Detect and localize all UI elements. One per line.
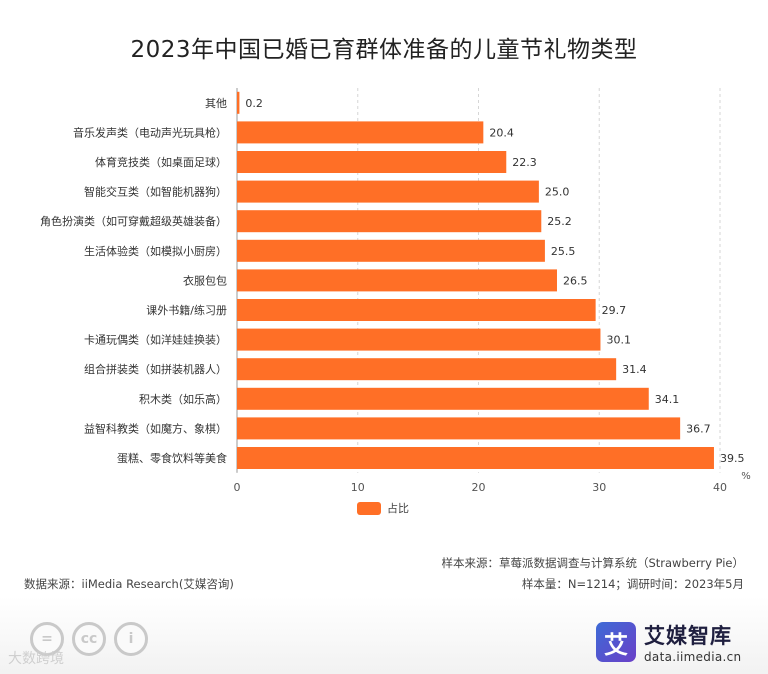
cc-icon: cc [72,622,106,656]
y-tick-label: 其他 [205,97,227,110]
x-tick-label: 40 [713,481,727,494]
sample-source: 样本来源：草莓派数据调查与计算系统（Strawberry Pie） [441,556,744,570]
data-label: 25.5 [551,245,576,258]
bar [237,328,601,351]
data-label: 22.3 [512,156,537,169]
bar [237,151,507,173]
bar [237,387,649,410]
bar [237,447,714,469]
sample-size: 样本量：N=1214；调研时间：2023年5月 [521,577,744,591]
y-tick-label: 卡通玩偶类（如洋娃娃换装） [84,333,227,347]
bar-chart: 0 10 20 30 40% 其他 0.2 音乐发声类（电动声光玩具枪） 20.4 体育竞技类（如… [40,88,751,494]
y-tick-label: 衣服包包 [183,273,227,287]
y-tick-label: 生活体验类（如模拟小厨房） [84,244,227,258]
y-tick-label: 组合拼装类（如拼装机器人） [84,362,227,376]
data-label: 39.5 [720,452,745,465]
data-label: 26.5 [563,274,588,287]
bar [237,239,545,262]
y-tick-label: 课外书籍/练习册 [146,303,227,317]
legend: 占比 [357,500,409,516]
brand-name: 艾媒智库 [644,624,732,648]
bar [237,358,617,381]
data-label: 0.2 [245,97,262,110]
brand-logo-icon: 艾 [596,622,636,662]
x-tick-label: 30 [592,481,606,494]
x-tick-label: 20 [472,481,486,494]
bar [237,210,542,233]
bar [237,180,539,203]
bar [237,299,596,321]
y-tick-label: 积木类（如乐高） [139,392,227,406]
watermark: 大数跨境 [8,651,64,667]
x-tick-label: 10 [351,481,365,494]
x-axis-unit: % [741,471,751,482]
data-label: 25.0 [545,186,570,199]
data-label: 20.4 [489,126,513,139]
bar [237,121,484,144]
data-label: 25.2 [547,215,572,228]
data-label: 29.7 [602,304,627,317]
bar [237,269,557,292]
y-tick-label: 体育竞技类（如桌面足球） [95,155,227,169]
y-tick-label: 音乐发声类（电动声光玩具枪） [73,125,227,139]
legend-label: 占比 [387,502,409,515]
equal-icon: = [30,622,64,656]
data-label: 34.1 [655,393,680,406]
legend-swatch [357,501,381,515]
y-tick-label: 角色扮演类（如可穿戴超级英雄装备） [40,214,227,228]
brand-url: data.iimedia.cn [644,650,742,664]
bar [237,417,681,440]
data-source: 数据来源：iiMedia Research(艾媒咨询) [24,577,234,591]
chart-title: 2023年中国已婚已育群体准备的儿童节礼物类型 [130,37,638,63]
y-tick-label: 智能交互类（如智能机器狗） [84,185,227,199]
bar [237,91,240,114]
y-tick-label: 益智科教类（如魔方、象棋） [84,421,227,435]
data-label: 36.7 [686,422,711,435]
license-icons: = cc i [30,622,148,656]
attribution-icon: i [114,622,148,656]
data-label: 30.1 [606,334,631,347]
data-label: 31.4 [622,363,647,376]
brand: 艾 艾媒智库 data.iimedia.cn [596,620,741,664]
y-tick-label: 蛋糕、零食饮料等美食 [117,451,227,465]
x-tick-label: 0 [234,481,241,494]
